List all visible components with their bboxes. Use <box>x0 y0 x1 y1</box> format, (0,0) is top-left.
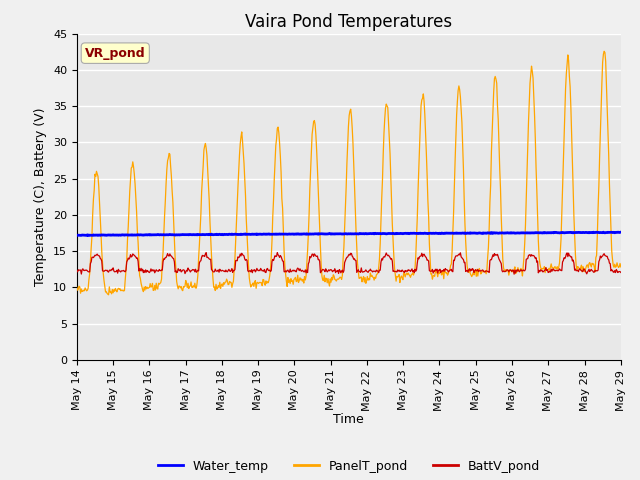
BattV_pond <box>73 268 81 274</box>
Water_temp <box>84 233 92 239</box>
Line: BattV_pond: BattV_pond <box>77 252 621 274</box>
Legend: Water_temp, PanelT_pond, BattV_pond: Water_temp, PanelT_pond, BattV_pond <box>152 455 545 478</box>
Line: Water_temp: Water_temp <box>77 232 621 236</box>
Water_temp <box>73 232 81 238</box>
PanelT_pond <box>83 288 90 294</box>
PanelT_pond <box>105 292 113 298</box>
Water_temp <box>617 229 625 235</box>
Water_temp <box>195 232 202 238</box>
PanelT_pond <box>140 289 147 295</box>
Line: PanelT_pond: PanelT_pond <box>77 51 621 295</box>
Water_temp <box>431 230 439 236</box>
PanelT_pond <box>617 264 625 270</box>
PanelT_pond <box>431 268 439 274</box>
Text: VR_pond: VR_pond <box>85 47 145 60</box>
BattV_pond <box>202 250 210 255</box>
PanelT_pond <box>195 255 202 261</box>
BattV_pond <box>139 266 147 272</box>
Water_temp <box>83 232 90 238</box>
Water_temp <box>140 232 147 238</box>
X-axis label: Time: Time <box>333 413 364 426</box>
BattV_pond <box>416 254 424 260</box>
Y-axis label: Temperature (C), Battery (V): Temperature (C), Battery (V) <box>35 108 47 286</box>
Water_temp <box>593 229 601 235</box>
PanelT_pond <box>223 278 231 284</box>
BattV_pond <box>83 267 90 273</box>
PanelT_pond <box>416 143 424 149</box>
BattV_pond <box>510 271 518 277</box>
BattV_pond <box>223 269 231 275</box>
Water_temp <box>416 230 424 236</box>
BattV_pond <box>617 270 625 276</box>
BattV_pond <box>194 267 202 273</box>
PanelT_pond <box>600 48 608 54</box>
PanelT_pond <box>73 284 81 290</box>
BattV_pond <box>431 266 439 272</box>
Title: Vaira Pond Temperatures: Vaira Pond Temperatures <box>245 12 452 31</box>
Water_temp <box>223 231 231 237</box>
